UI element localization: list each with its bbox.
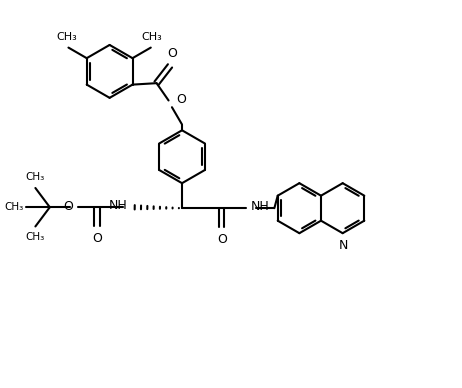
Text: O: O [63,200,73,213]
Text: NH: NH [251,200,269,213]
Text: NH: NH [109,199,128,212]
Text: O: O [217,233,227,246]
Text: CH₃: CH₃ [26,172,45,182]
Text: CH₃: CH₃ [4,202,24,212]
Text: CH₃: CH₃ [57,32,77,42]
Text: N: N [339,239,348,253]
Text: O: O [167,47,177,60]
Text: CH₃: CH₃ [142,32,163,42]
Text: O: O [92,232,103,245]
Text: CH₃: CH₃ [26,232,45,242]
Text: O: O [176,93,186,106]
